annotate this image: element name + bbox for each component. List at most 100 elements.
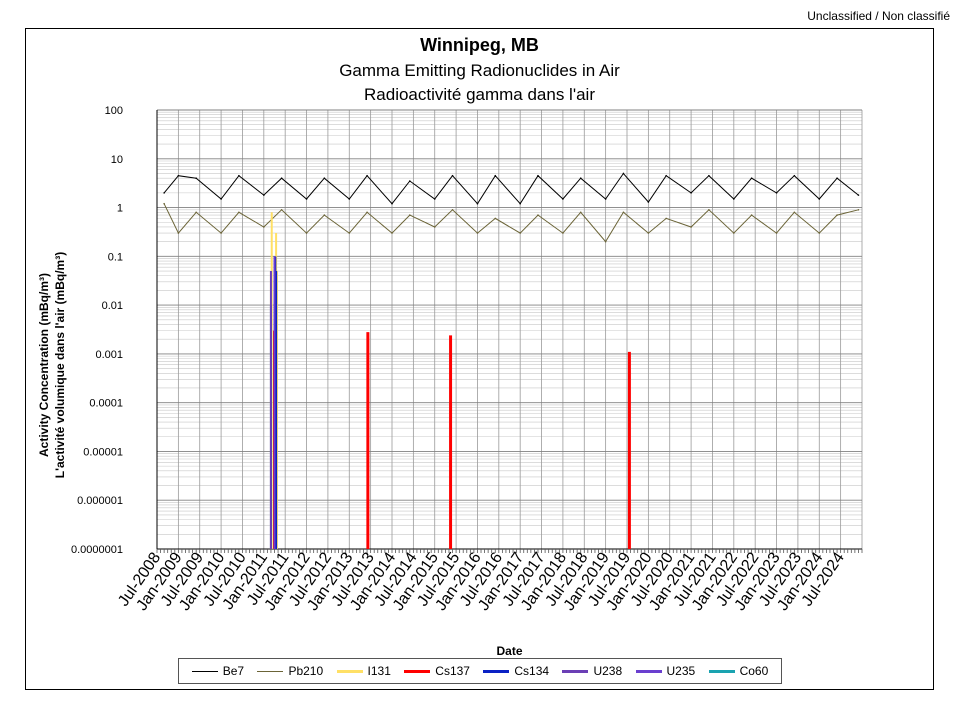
series-pb210-point bbox=[519, 232, 521, 234]
y-tick-label: 0.001 bbox=[95, 349, 123, 361]
series-be7-point bbox=[836, 177, 838, 179]
series-pb210-point bbox=[220, 232, 222, 234]
series-be7-point bbox=[647, 201, 650, 203]
series-pb210-point bbox=[793, 211, 796, 214]
y-tick-label: 100 bbox=[105, 105, 123, 117]
legend-swatch bbox=[708, 669, 735, 673]
legend-swatch bbox=[483, 669, 510, 673]
series-be7-point bbox=[519, 202, 521, 205]
legend-item-u235: U235 bbox=[635, 664, 696, 678]
series-be7-point bbox=[476, 202, 479, 205]
legend-label: Cs137 bbox=[435, 664, 470, 678]
series-pb210-point bbox=[451, 208, 454, 211]
series-be7-point bbox=[690, 192, 692, 194]
series-pb210-point bbox=[733, 232, 735, 234]
series-pb210-point bbox=[562, 232, 564, 234]
y-tick-label: 0.01 bbox=[102, 300, 123, 312]
series-pb210-point bbox=[476, 232, 479, 234]
legend-label: Be7 bbox=[222, 664, 245, 678]
legend-label: Cs134 bbox=[514, 664, 550, 678]
series-be7-point bbox=[793, 174, 796, 177]
legend-item-i131: I131 bbox=[336, 664, 391, 678]
plot-area bbox=[157, 110, 862, 549]
chart-subtitle-fr: Radioactivité gamma dans l'air bbox=[364, 85, 595, 104]
series-pb210-point bbox=[280, 208, 283, 211]
y-tick-label: 0.1 bbox=[108, 251, 123, 263]
series-pb210-point bbox=[690, 226, 692, 228]
legend-label: Co60 bbox=[739, 664, 769, 678]
legend-swatch bbox=[191, 670, 218, 672]
series-pb210-point bbox=[195, 211, 197, 214]
series-be7-point bbox=[622, 172, 625, 175]
series-pb210-point bbox=[263, 226, 265, 228]
legend-item-be7: Be7 bbox=[191, 664, 245, 678]
series-pb210-point bbox=[750, 214, 753, 216]
series-be7-point bbox=[818, 198, 821, 200]
series-pb210-point bbox=[579, 211, 582, 214]
series-be7-point bbox=[494, 174, 497, 177]
series-be7-point bbox=[775, 192, 778, 194]
classification-label: Unclassified / Non classifié bbox=[807, 9, 950, 23]
legend-swatch bbox=[404, 669, 431, 673]
series-be7-point bbox=[562, 198, 564, 200]
legend-item-cs137: Cs137 bbox=[404, 664, 470, 678]
series-be7-point bbox=[579, 177, 582, 179]
series-pb210-point bbox=[857, 208, 860, 211]
legend-label: U235 bbox=[666, 664, 696, 678]
series-pb210-point bbox=[775, 232, 778, 234]
legend-swatch bbox=[635, 669, 662, 673]
series-pb210-point bbox=[366, 211, 368, 214]
series-be7-point bbox=[263, 194, 265, 196]
chart-subtitle-en: Gamma Emitting Radionuclides in Air bbox=[339, 61, 620, 80]
series-pb210-point bbox=[163, 202, 165, 205]
legend-item-pb210: Pb210 bbox=[257, 664, 323, 678]
series-be7-point bbox=[238, 174, 240, 177]
series-be7-point bbox=[391, 202, 393, 205]
series-be7-point bbox=[537, 174, 539, 177]
series-pb210-point bbox=[647, 232, 650, 234]
y-tick-label: 1 bbox=[117, 203, 123, 215]
series-be7-point bbox=[366, 174, 368, 177]
y-tick-label: 0.00001 bbox=[83, 446, 123, 458]
legend-label: U238 bbox=[593, 664, 623, 678]
series-pb210-point bbox=[433, 226, 436, 228]
series-pb210-point bbox=[323, 214, 326, 216]
series-be7-point bbox=[857, 194, 860, 196]
y-axis-title-fr: L'activité volumique dans l'air (mBq/m³) bbox=[53, 252, 67, 478]
series-be7-point bbox=[177, 174, 180, 177]
series-be7-point bbox=[665, 174, 667, 177]
legend-swatch bbox=[336, 669, 363, 673]
legend-swatch bbox=[257, 670, 284, 672]
series-be7-point bbox=[163, 192, 165, 194]
y-tick-label: 0.0001 bbox=[89, 398, 123, 410]
chart-legend: Be7 Pb210 I131 Cs137 Cs134 U238 U235 Co60 bbox=[178, 658, 782, 684]
series-pb210-point bbox=[238, 211, 240, 214]
series-pb210-point bbox=[305, 232, 308, 234]
legend-item-u238: U238 bbox=[562, 664, 622, 678]
legend-swatch bbox=[562, 669, 589, 673]
series-pb210-point bbox=[708, 208, 710, 211]
series-be7-point bbox=[409, 180, 411, 182]
series-be7-point bbox=[220, 198, 222, 200]
series-be7-point bbox=[433, 198, 436, 200]
series-be7-point bbox=[750, 177, 753, 179]
legend-item-cs134: Cs134 bbox=[483, 664, 549, 678]
series-be7-point bbox=[451, 174, 454, 177]
x-axis-title: Date bbox=[496, 644, 522, 658]
series-be7-point bbox=[305, 198, 308, 200]
y-tick-label: 0.0000001 bbox=[71, 544, 123, 556]
series-be7-point bbox=[195, 177, 197, 179]
series-pb210-point bbox=[177, 232, 180, 234]
series-pb210-point bbox=[622, 211, 625, 214]
series-be7-point bbox=[733, 198, 735, 200]
series-pb210-point bbox=[665, 217, 667, 220]
series-be7-point bbox=[348, 198, 351, 200]
series-pb210-point bbox=[409, 214, 411, 216]
y-tick-label: 0.000001 bbox=[77, 495, 123, 507]
series-be7-line bbox=[163, 172, 859, 205]
chart-title: Winnipeg, MB bbox=[420, 35, 539, 55]
series-pb210-point bbox=[494, 217, 497, 220]
chart-frame: Winnipeg, MB Gamma Emitting Radionuclide… bbox=[25, 28, 934, 690]
series-pb210-point bbox=[391, 232, 393, 234]
